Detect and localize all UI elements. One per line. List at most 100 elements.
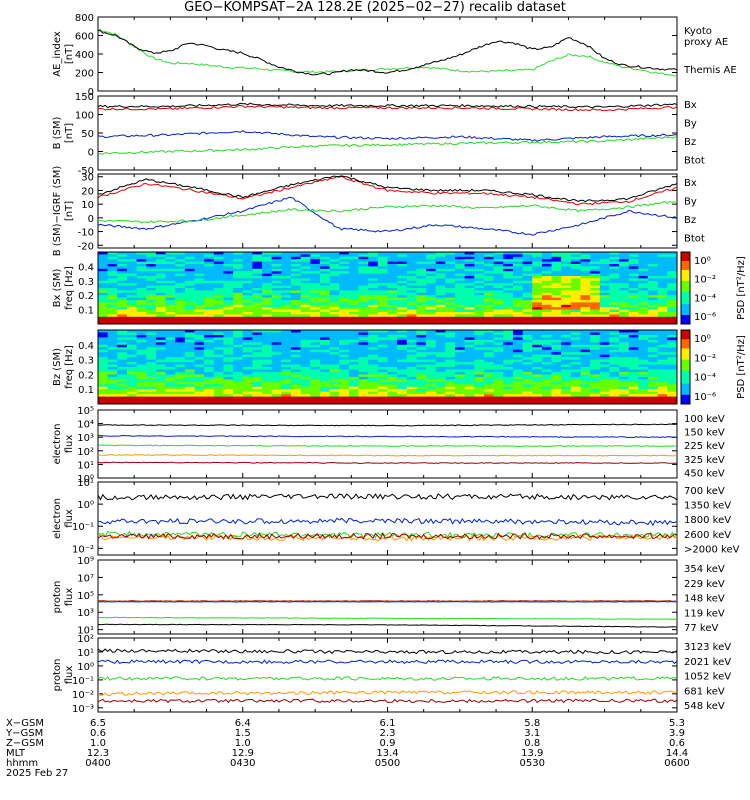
bx_spec-cell [117, 312, 128, 315]
bx_spec-cell [262, 319, 273, 323]
bz_spec-cell [638, 371, 649, 375]
bx_spec-cell [291, 312, 302, 315]
bx_spec-cell [107, 312, 118, 315]
bx_spec-cell [155, 297, 167, 301]
bx_spec-cell [609, 259, 620, 263]
bx_spec-cell [98, 280, 109, 284]
bx_spec-cell [233, 288, 244, 291]
bz_spec-cell [580, 384, 591, 388]
bz_spec-cell [310, 391, 321, 395]
bz_spec-cell [184, 391, 195, 395]
bx_spec-cell [387, 278, 398, 282]
bz_spec-cell [474, 337, 485, 341]
bz_spec-cell [532, 376, 543, 380]
bz_spec-cell [667, 367, 678, 370]
bz_spec-cell [262, 359, 273, 363]
bz_spec-cell [136, 349, 147, 353]
bx_spec-cell [657, 302, 668, 306]
bz_spec-cell [570, 374, 581, 378]
bx_spec-cell [541, 252, 553, 255]
bz_spec-cell [580, 330, 591, 333]
bz_spec-cell [155, 344, 167, 348]
bx_spec-cell [551, 290, 562, 294]
bx_spec-cell [493, 321, 504, 325]
bz_spec-cell [262, 396, 273, 400]
bdiff-frame [97, 173, 678, 249]
bx_spec-cell [146, 259, 157, 263]
bx_spec-cell [146, 307, 157, 311]
bz_spec-cell [165, 364, 176, 368]
bx_spec-cell [474, 285, 485, 289]
bx_spec-cell [435, 273, 446, 277]
bx_spec-cell [126, 278, 138, 282]
bx_spec-cell [464, 292, 475, 296]
bz_spec-cell [455, 357, 466, 361]
bx_spec-cell [223, 273, 234, 277]
bx_spec-cell [570, 300, 581, 303]
bx_spec-cell [319, 288, 331, 291]
bx_spec-cell [184, 271, 195, 275]
e_high-legend-0: 700 keV [684, 486, 725, 497]
e_high-series-0 [97, 493, 678, 501]
bx_spec-cell [541, 319, 553, 323]
bx_spec-cell [570, 316, 581, 320]
bx_spec-cell [445, 271, 456, 275]
bx_spec-cell [561, 314, 572, 318]
bx_spec-cell [165, 252, 176, 255]
bz_spec-cell [580, 386, 591, 390]
bz_spec-cell [146, 330, 157, 333]
bz_spec-cell [117, 394, 128, 398]
bz_spec-cell [242, 362, 253, 366]
bz_spec-cell [397, 374, 408, 378]
bz_spec-cell [126, 349, 138, 353]
bz_spec-cell [416, 344, 427, 348]
bz_spec-cell [126, 337, 138, 341]
bz_spec-cell [561, 344, 572, 348]
bz_spec-cell [136, 347, 147, 351]
bx_spec-cell [551, 264, 562, 267]
bz_spec-cell [590, 354, 601, 358]
bx_spec-cell [435, 254, 446, 258]
bx_spec-cell [455, 302, 466, 306]
bz_spec-cell [291, 384, 302, 388]
bz_spec-cell [609, 394, 620, 398]
bz_spec-cell [503, 399, 514, 403]
bx_spec-colorbar-tick: 10⁻⁴ [694, 293, 716, 304]
bx_spec-cell [136, 259, 147, 263]
bz_spec-cell [194, 379, 205, 383]
bx_spec-cell [348, 261, 360, 265]
bdiff-legend-1: By [684, 197, 697, 208]
bz_spec-cell [348, 349, 360, 353]
bx_spec-cell [455, 283, 466, 287]
bx_spec-cell [406, 316, 417, 320]
bx_spec-cell [648, 271, 659, 275]
bz_spec-cell [397, 369, 408, 373]
bx_spec-cell [339, 307, 350, 311]
bx_spec-cell [541, 307, 553, 311]
bx_spec-cell [329, 316, 340, 320]
bx_spec-cell [455, 312, 466, 315]
bx_spec-cell [262, 254, 273, 258]
bx_spec-cell [204, 285, 215, 289]
bx_spec-cell [281, 285, 292, 289]
bx_spec-cell [194, 316, 205, 320]
bz_spec-colorbar-seg [681, 363, 690, 366]
bx_spec-cell [155, 290, 167, 294]
bz_spec-cell [223, 332, 234, 336]
bz_spec-cell [570, 359, 581, 363]
bx_spec-cell [474, 300, 485, 303]
bx_spec-cell [484, 314, 495, 318]
bx_spec-cell [213, 264, 224, 267]
bx_spec-cell [223, 290, 234, 294]
bx_spec-cell [512, 288, 524, 291]
bz_spec-cell [387, 384, 398, 388]
bx_spec-cell [648, 273, 659, 277]
bz_spec-cell [271, 391, 282, 395]
bz_spec-cell [426, 342, 437, 346]
bz_spec-cell [406, 352, 417, 356]
bz_spec-cell [310, 374, 321, 378]
bx_spec-cell [426, 304, 437, 308]
bz_spec-cell [464, 396, 475, 400]
bx_spec-cell [339, 300, 350, 303]
bx_spec-cell [223, 288, 234, 291]
